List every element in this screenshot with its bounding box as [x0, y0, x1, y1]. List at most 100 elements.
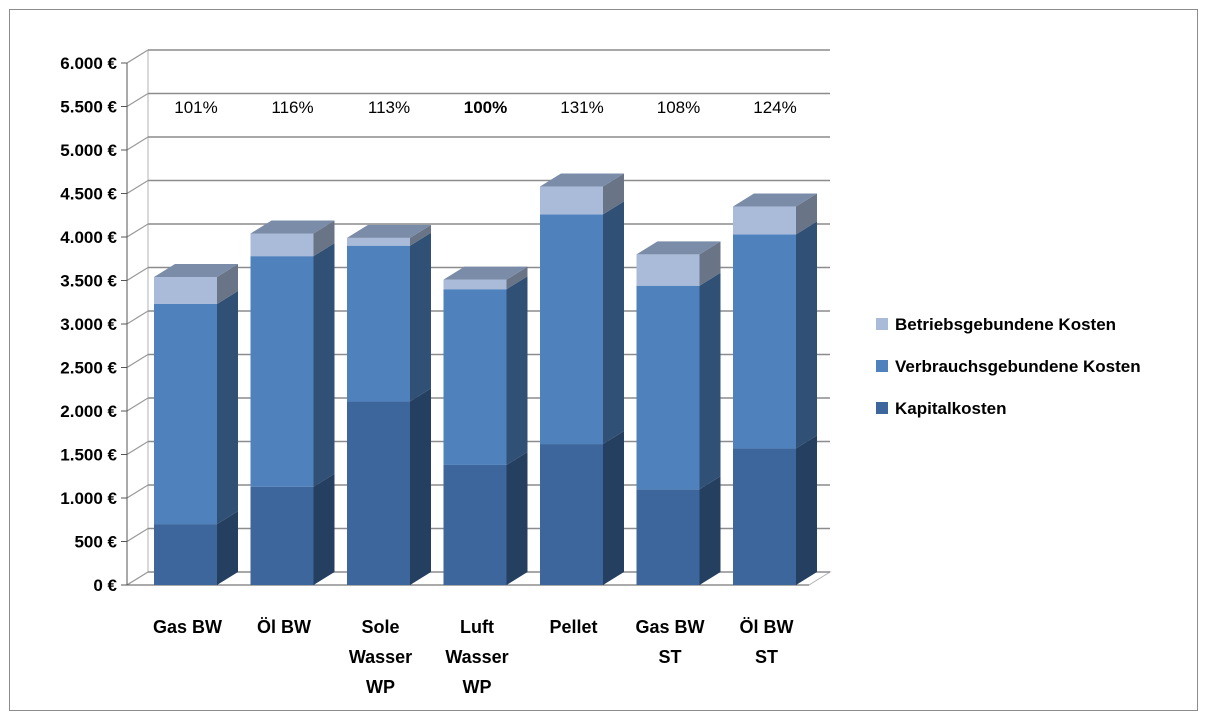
bar-segment	[733, 206, 796, 235]
bar-segment	[250, 233, 314, 257]
category-label: WP	[463, 677, 492, 697]
gridline-depth	[126, 92, 149, 108]
bar-top	[250, 220, 335, 234]
bar-side	[217, 511, 238, 585]
y-tick-label: 4.000 €	[60, 228, 117, 247]
bar-side	[506, 451, 528, 585]
bar-side	[796, 221, 817, 449]
bar-top	[154, 264, 238, 278]
bar-segment	[443, 464, 507, 585]
y-tick-label: 0 €	[93, 576, 117, 595]
legend-swatch	[876, 318, 888, 330]
y-tick-label: 6.000 €	[60, 54, 117, 73]
gridline-depth	[126, 266, 149, 282]
bar-side	[506, 276, 528, 465]
bar-side	[506, 266, 528, 290]
x-axis: Gas BW Öl BW Sole Wasser WP Luft Wasser WP Pelle…	[153, 617, 794, 697]
category-label: Wasser	[445, 647, 508, 667]
bar-segment	[250, 256, 314, 487]
percent-labels: 101% 116% 113% 100% 131% 108% 124%	[174, 98, 796, 117]
y-tick-label: 2.000 €	[60, 402, 117, 421]
bar-segment	[347, 245, 410, 402]
legend-swatch	[876, 360, 888, 372]
bar-stack	[347, 224, 431, 585]
legend-label: Betriebsgebundene Kosten	[895, 315, 1116, 334]
category-label: Gas BW	[153, 617, 222, 637]
bar-top	[347, 224, 431, 238]
y-tick-label: 5.500 €	[60, 98, 117, 117]
bar-segment	[636, 285, 700, 490]
bars	[154, 173, 817, 585]
category-label: Gas BW	[635, 617, 704, 637]
legend-swatch	[876, 402, 888, 414]
bar-side	[313, 220, 335, 257]
bar-stack	[154, 264, 238, 585]
bar-side	[410, 388, 431, 585]
bar-top	[443, 266, 528, 280]
bar-segment	[636, 254, 700, 286]
category-label: Öl BW	[257, 617, 311, 637]
gridline-depth	[126, 397, 149, 412]
gridline-depth	[126, 310, 149, 325]
y-tick-label: 500 €	[74, 533, 117, 552]
y-axis: 0 € 500 € 1.000 € 1.500 € 2.000 € 2.500 € 3.00…	[60, 54, 809, 595]
bar-top	[733, 193, 817, 207]
gridline-depth	[126, 223, 149, 238]
category-label: Öl BW	[740, 617, 794, 637]
gridline-depth	[126, 179, 149, 195]
y-tick-label: 5.000 €	[60, 141, 117, 160]
bar-stack	[250, 220, 335, 585]
percent-label: 113%	[368, 98, 410, 117]
bar-stack	[636, 241, 721, 585]
y-tick-label: 3.500 €	[60, 272, 117, 291]
percent-label: 108%	[657, 98, 700, 117]
bar-side	[603, 431, 624, 585]
gridline-depth	[126, 136, 149, 151]
bar-side	[410, 232, 431, 402]
bar-side	[410, 224, 431, 246]
bar-side	[796, 435, 817, 585]
legend-label: Kapitalkosten	[895, 399, 1006, 418]
bar-segment	[347, 237, 410, 246]
bar-side	[796, 193, 817, 235]
bar-top	[636, 241, 721, 255]
y-tick-label: 2.500 €	[60, 359, 117, 378]
percent-label: 131%	[560, 98, 603, 117]
legend: Betriebsgebundene Kosten Verbrauchsgebund…	[876, 315, 1141, 418]
percent-label: 101%	[174, 98, 217, 117]
bar-segment	[154, 524, 217, 585]
bar-side	[217, 264, 238, 304]
bar-side	[603, 201, 624, 445]
category-label: Luft	[460, 617, 494, 637]
bar-side	[699, 476, 721, 585]
category-label: Wasser	[349, 647, 412, 667]
gridline-depth	[126, 527, 149, 543]
bar-segment	[733, 234, 796, 449]
bar-side	[699, 241, 721, 286]
gridline-depth	[126, 49, 149, 64]
category-label: Sole	[361, 617, 399, 637]
bar-side	[313, 473, 335, 585]
gridline-depth	[126, 440, 149, 456]
bar-segment	[540, 214, 603, 445]
y-tick-label: 1.500 €	[60, 446, 117, 465]
bar-segment	[636, 489, 700, 585]
bar-stack	[540, 173, 624, 585]
bar-segment	[540, 444, 603, 585]
percent-label: 100%	[464, 98, 507, 117]
percent-label: 116%	[271, 98, 313, 117]
bar-side	[313, 243, 335, 487]
category-label: Pellet	[549, 617, 597, 637]
bar-top	[540, 173, 624, 187]
gridline-depth	[126, 484, 149, 499]
category-label: ST	[755, 647, 778, 667]
y-tick-label: 1.000 €	[60, 489, 117, 508]
bar-segment	[443, 289, 507, 465]
y-tick-label: 4.500 €	[60, 185, 117, 204]
gridline-depth	[126, 353, 149, 369]
bar-segment	[540, 186, 603, 215]
bar-segment	[733, 448, 796, 585]
bar-segment	[154, 303, 217, 525]
category-label: WP	[366, 677, 395, 697]
